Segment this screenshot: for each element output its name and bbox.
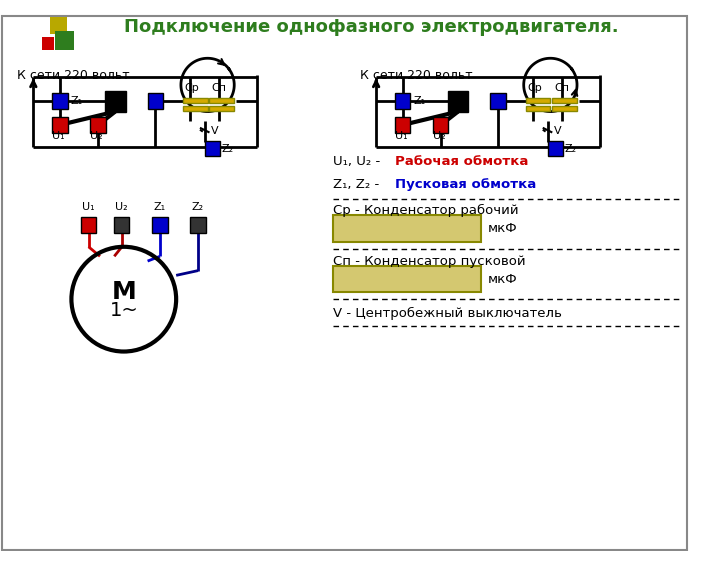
Text: Cп - Конденсатор пусковой: Cп - Конденсатор пусковой	[334, 255, 526, 268]
Text: U₂: U₂	[91, 131, 103, 141]
Bar	[526, 98, 550, 103]
Bar	[183, 106, 207, 111]
Text: M: M	[112, 280, 136, 303]
Text: Z₁, Z₂ -: Z₁, Z₂ -	[334, 179, 384, 192]
Bar	[115, 218, 130, 233]
Text: К сети 220 вольт: К сети 220 вольт	[17, 69, 130, 82]
Text: V: V	[212, 125, 219, 136]
Bar	[447, 90, 468, 111]
Text: V - Центробежный выключатель: V - Центробежный выключатель	[334, 307, 562, 320]
Text: мкФ: мкФ	[487, 273, 517, 286]
Bar	[547, 141, 563, 157]
Bar	[552, 106, 577, 111]
Text: Z₂: Z₂	[565, 144, 577, 154]
Bar	[55, 31, 74, 50]
Text: Cп: Cп	[212, 83, 226, 93]
Bar	[183, 98, 207, 103]
Text: К сети 220 вольт: К сети 220 вольт	[360, 69, 473, 82]
Text: 1~: 1~	[109, 301, 138, 320]
Text: Рабочая обмотка: Рабочая обмотка	[395, 155, 529, 168]
Text: U₁: U₁	[82, 202, 94, 211]
Bar	[42, 37, 54, 50]
Text: Cр: Cр	[185, 83, 199, 93]
Text: V: V	[554, 125, 562, 136]
Text: Подключение однофазного электродвигателя.: Подключение однофазного электродвигателя…	[124, 18, 618, 36]
Bar	[490, 93, 505, 108]
Text: U₂: U₂	[434, 131, 446, 141]
Text: Cп: Cп	[554, 83, 569, 93]
Bar	[191, 218, 206, 233]
Text: мкФ: мкФ	[487, 222, 517, 235]
Text: Cр - Конденсатор рабочий: Cр - Конденсатор рабочий	[334, 204, 519, 217]
Text: Z₁: Z₁	[153, 202, 165, 211]
Bar	[148, 93, 163, 108]
Bar	[210, 98, 234, 103]
Bar	[552, 98, 577, 103]
Bar	[434, 118, 449, 133]
Text: Z₁: Z₁	[413, 96, 426, 106]
Text: Пусковая обмотка: Пусковая обмотка	[395, 179, 536, 192]
Bar	[52, 118, 67, 133]
Bar	[104, 90, 125, 111]
Text: Cр: Cр	[528, 83, 542, 93]
Bar	[210, 106, 234, 111]
Text: U₂: U₂	[115, 202, 128, 211]
Bar	[152, 218, 167, 233]
Text: Z₁: Z₁	[70, 96, 83, 106]
Bar	[395, 118, 410, 133]
Bar	[395, 93, 410, 108]
Bar	[204, 141, 220, 157]
Text: Z₂: Z₂	[191, 202, 204, 211]
Text: U₁: U₁	[52, 131, 65, 141]
FancyBboxPatch shape	[334, 215, 481, 242]
Text: U₁, U₂ -: U₁, U₂ -	[334, 155, 385, 168]
Bar	[91, 118, 106, 133]
Text: U₁: U₁	[395, 131, 407, 141]
Bar	[49, 18, 67, 34]
FancyBboxPatch shape	[334, 266, 481, 293]
Bar	[81, 218, 96, 233]
Text: Z₂: Z₂	[222, 144, 234, 154]
Bar	[52, 93, 67, 108]
Bar	[526, 106, 550, 111]
